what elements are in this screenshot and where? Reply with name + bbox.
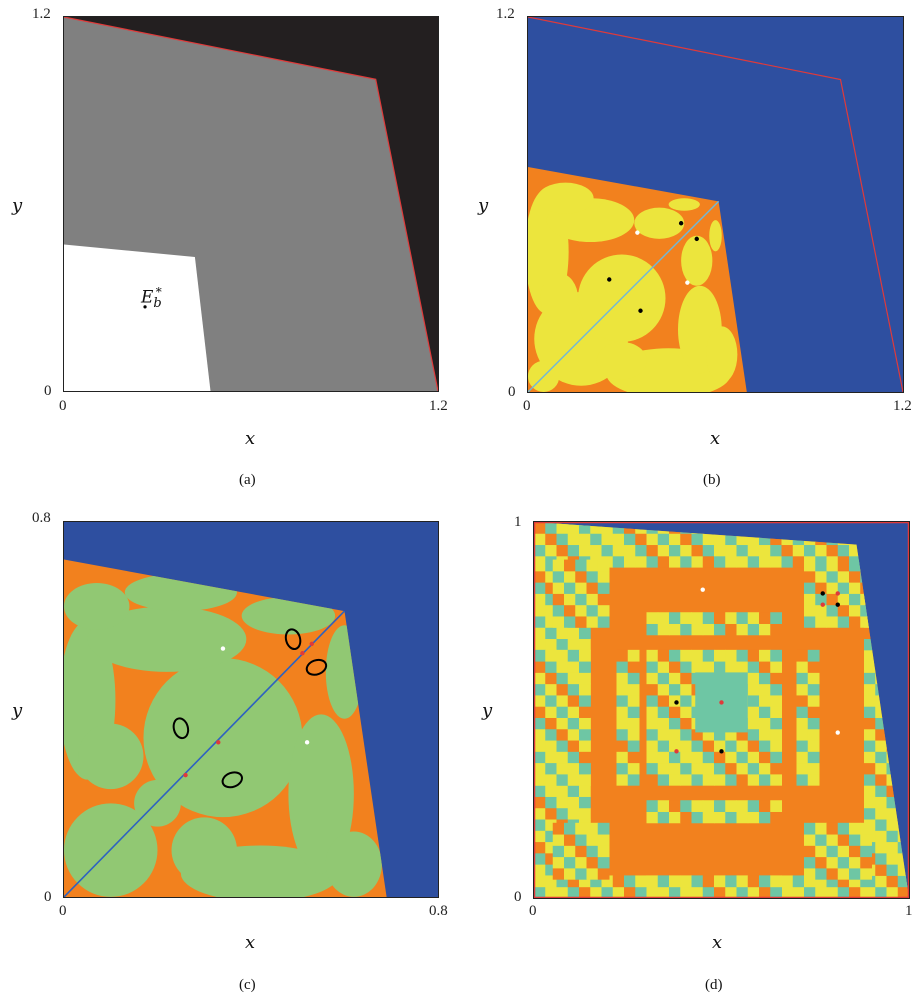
y-tick-min-b: 0 (508, 384, 516, 400)
basin-region (64, 244, 211, 391)
boundary-line (528, 17, 903, 392)
boundary-line (64, 17, 438, 391)
plot-svg (64, 522, 438, 897)
x-tick-min-a: 0 (59, 398, 67, 414)
data-point-6 (835, 591, 840, 596)
x-axis-label-d: x (712, 932, 723, 953)
data-point-1 (835, 730, 840, 735)
plot-area-d (533, 521, 910, 899)
plot-area-a (63, 16, 439, 392)
data-point-1 (304, 740, 310, 745)
basin-pattern (64, 559, 387, 897)
data-point-4 (638, 308, 643, 313)
x-tick-min-c: 0 (59, 903, 67, 919)
y-tick-min-d: 0 (514, 889, 522, 905)
data-point-3 (216, 740, 221, 745)
x-tick-max-b: 1.2 (893, 398, 912, 414)
closed-curve-2 (284, 628, 302, 651)
diagonal-line (64, 610, 346, 897)
data-point-0 (220, 646, 226, 651)
x-axis-label-a: x (245, 428, 256, 449)
x-tick-max-c: 0.8 (429, 903, 448, 919)
data-point-4 (300, 651, 305, 656)
y-axis-label-a: y (12, 195, 23, 216)
data-point-4 (674, 700, 679, 705)
x-tick-min-d: 0 (529, 903, 537, 919)
y-tick-min-a: 0 (44, 383, 52, 399)
x-tick-min-b: 0 (523, 398, 531, 414)
closed-curve-1 (221, 771, 243, 789)
y-tick-max-b: 1.2 (496, 6, 515, 22)
y-axis-label-d: y (482, 700, 493, 721)
plot-svg (534, 522, 909, 898)
closed-curve-0 (172, 717, 190, 740)
caption-b: (b) (703, 472, 721, 488)
x-axis-label-b: x (710, 428, 721, 449)
data-point-2 (694, 236, 699, 242)
caption-c: (c) (239, 977, 256, 993)
data-point-0 (700, 587, 705, 592)
data-point-5 (309, 641, 314, 647)
data-point-5 (719, 749, 724, 754)
plot-area-c (63, 521, 439, 898)
x-tick-max-d: 1 (905, 903, 913, 919)
y-tick-max-a: 1.2 (32, 6, 51, 22)
data-point-2 (820, 591, 825, 596)
basin-pattern (534, 522, 909, 898)
caption-a: (a) (239, 472, 256, 488)
data-point-0 (635, 230, 640, 235)
data-point-0 (143, 305, 147, 309)
data-point-3 (607, 277, 612, 282)
diagonal-line (528, 200, 720, 392)
y-tick-max-c: 0.8 (32, 510, 51, 526)
y-axis-label-c: y (12, 700, 23, 721)
plot-svg (64, 17, 438, 391)
data-point-7 (820, 602, 825, 607)
annotation-eb-star: Eb* (141, 285, 162, 312)
plot-area-b (527, 16, 904, 393)
data-point-9 (674, 749, 679, 754)
x-tick-max-a: 1.2 (429, 398, 448, 414)
data-point-1 (678, 221, 684, 226)
closed-curve-3 (305, 658, 328, 676)
plot-border (534, 522, 909, 898)
data-point-2 (183, 772, 188, 778)
y-axis-label-b: y (478, 195, 489, 216)
data-point-3 (835, 602, 840, 607)
data-point-8 (719, 700, 724, 705)
data-point-5 (685, 280, 690, 285)
caption-d: (d) (705, 977, 723, 993)
y-tick-max-d: 1 (514, 514, 522, 530)
plot-svg (528, 17, 903, 392)
basin-pattern (528, 167, 747, 392)
x-axis-label-c: x (245, 932, 256, 953)
y-tick-min-c: 0 (44, 889, 52, 905)
